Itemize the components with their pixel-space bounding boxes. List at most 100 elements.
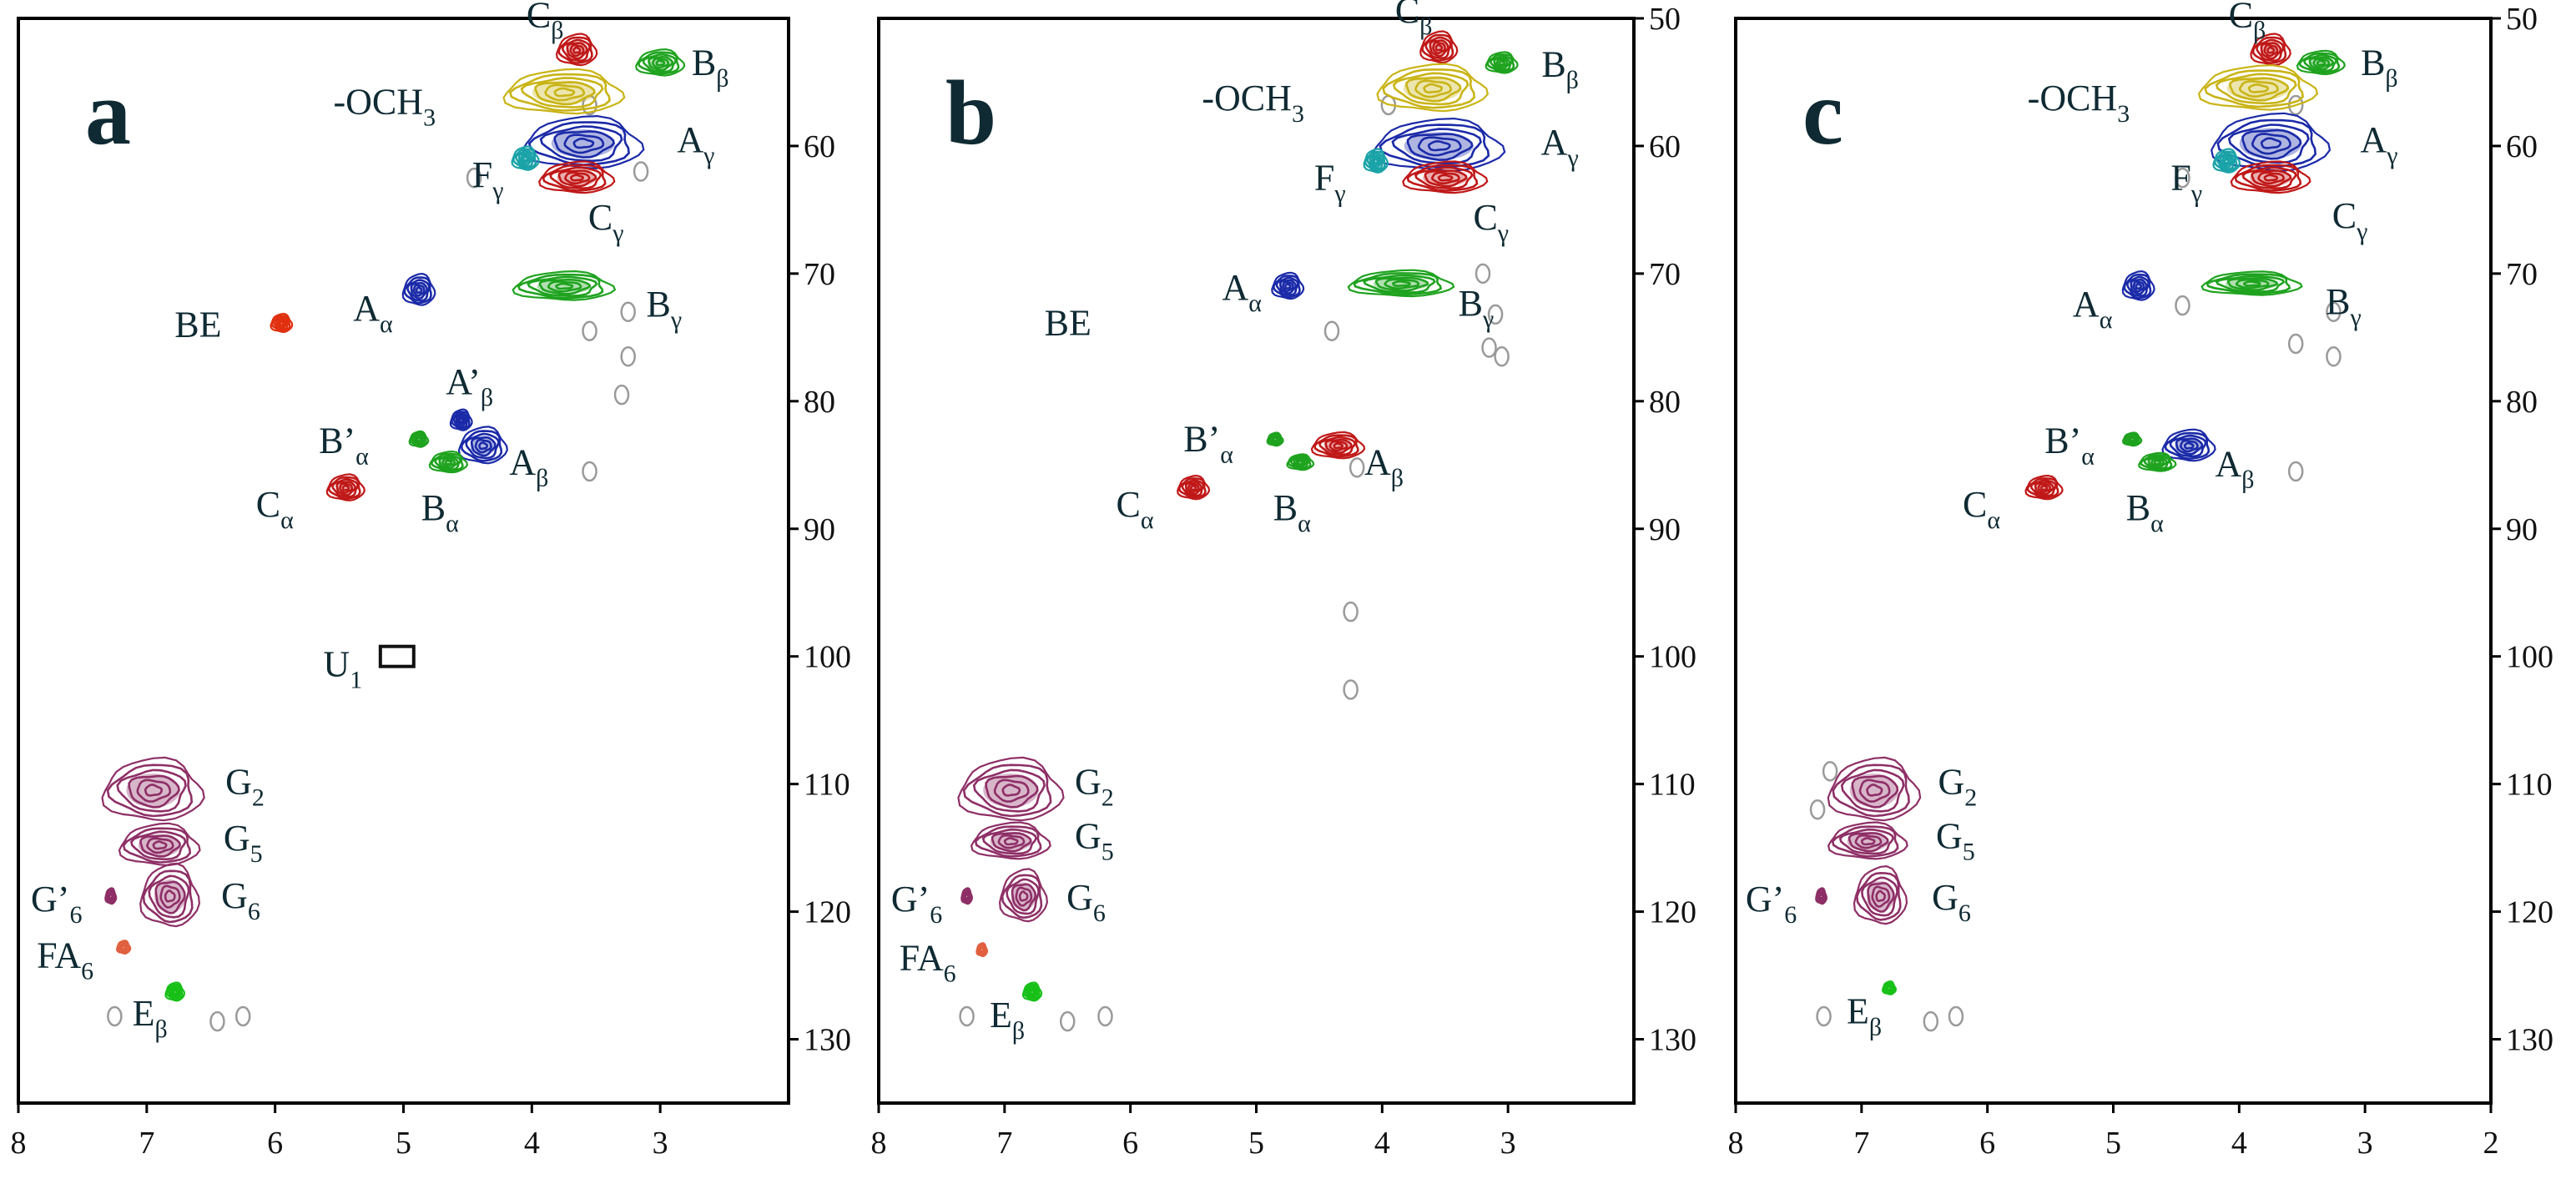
plot-frame xyxy=(1734,17,2493,1105)
minor-peak xyxy=(2175,295,2190,316)
x-tick-label: 5 xyxy=(396,1126,411,1161)
peak-label-c-bpa: B’α xyxy=(2044,421,2095,471)
peak-label-b-be: BE xyxy=(1045,303,1091,344)
y-tick-label: 80 xyxy=(804,385,835,420)
peak-label-c-g5: G5 xyxy=(1936,815,1975,865)
peak-b-ab xyxy=(1310,431,1366,460)
peak-label-a-aa: Aα xyxy=(353,288,393,338)
x-tick-label: 8 xyxy=(11,1126,27,1161)
y-tick-label: 60 xyxy=(1649,129,1681,164)
panel-c: 8 7 6 5 4 3 2 50 60 70 80 90 100 110 120 130 c Cβ Bβ -OCH3 A… xyxy=(1728,0,2554,1161)
peak-label-a-u1: U1 xyxy=(323,644,362,694)
peak-a-och3 xyxy=(502,68,626,115)
x-tick-label: 6 xyxy=(1979,1126,1995,1161)
peak-label-a-fa6: FA6 xyxy=(37,935,93,985)
x-tick-label: 2 xyxy=(2483,1126,2499,1161)
peak-c-g2 xyxy=(1827,756,1922,822)
x-tick-label: 4 xyxy=(2231,1126,2247,1161)
panel-letter: b xyxy=(945,62,996,164)
peak-label-c-ab: Aβ xyxy=(2215,443,2254,493)
peak-label-b-och3: -OCH3 xyxy=(1202,78,1304,128)
peak-label-c-ag: Aγ xyxy=(2361,119,2398,169)
peak-a-be xyxy=(270,312,294,334)
peak-c-bpa xyxy=(2121,431,2143,447)
peak-label-c-bb: Bβ xyxy=(2361,43,2398,93)
peak-b-cb xyxy=(1419,30,1459,64)
peak-a-apb xyxy=(449,408,473,431)
y-tick-label: 100 xyxy=(1649,640,1696,675)
minor-peak xyxy=(582,461,597,482)
minor-peak xyxy=(1481,337,1497,358)
y-tick-label: 70 xyxy=(804,257,835,292)
minor-peak xyxy=(209,1010,225,1032)
peak-label-b-g2: G2 xyxy=(1075,761,1114,811)
x-tick-label: 4 xyxy=(524,1126,540,1161)
y-tick-label: 80 xyxy=(1649,385,1681,420)
peak-label-b-ab: Aβ xyxy=(1364,441,1404,491)
minor-peak xyxy=(1816,1005,1832,1027)
peak-b-bb xyxy=(1485,51,1519,74)
minor-peak xyxy=(1343,679,1359,700)
peak-b-fg xyxy=(1363,148,1389,174)
minor-peak xyxy=(2287,94,2304,116)
panel-letter: a xyxy=(85,62,131,164)
peak-label-c-eb: Eβ xyxy=(1847,990,1882,1040)
peak-c-och3 xyxy=(2197,64,2319,111)
x-tick-label: 6 xyxy=(1122,1126,1138,1161)
peak-b-g6 xyxy=(998,868,1049,923)
peak-b-ba xyxy=(1286,453,1315,471)
y-tick-label: 80 xyxy=(2506,385,2538,420)
peak-label-c-g6: G6 xyxy=(1932,877,1971,927)
peak-label-a-fg: Fγ xyxy=(472,154,504,204)
minor-peak xyxy=(620,346,636,367)
peak-c-bg xyxy=(2200,270,2303,296)
minor-peak xyxy=(1475,263,1491,285)
x-tick-label: 8 xyxy=(871,1126,887,1161)
peak-a-gp6 xyxy=(104,887,118,905)
x-tick-label: 5 xyxy=(2105,1126,2121,1161)
y-tick-label: 50 xyxy=(1649,2,1681,37)
peak-label-c-cb: Cβ xyxy=(2229,0,2266,44)
peak-c-aa xyxy=(2121,270,2155,301)
peak-label-b-ag: Aγ xyxy=(1541,122,1579,172)
minor-peak xyxy=(2287,333,2304,355)
peak-label-b-cb: Cβ xyxy=(1395,0,1433,40)
peak-label-b-g6: G6 xyxy=(1066,877,1106,927)
y-tick-label: 70 xyxy=(2506,257,2538,292)
y-tick-label: 120 xyxy=(2506,895,2553,930)
peak-label-a-ca: Cα xyxy=(256,484,294,534)
peak-a-aa xyxy=(401,272,436,306)
plot-frame xyxy=(877,17,1636,1105)
peak-b-gp6 xyxy=(960,887,974,905)
x-tick-label: 7 xyxy=(1853,1126,1869,1161)
minor-peak xyxy=(466,167,482,189)
peak-label-c-ba: Bα xyxy=(2126,487,2164,537)
y-tick-label: 110 xyxy=(2506,768,2553,803)
minor-peak xyxy=(582,320,597,341)
peak-a-ca xyxy=(325,473,365,501)
peak-label-a-cb: Cβ xyxy=(527,0,564,44)
peak-label-b-aa: Aα xyxy=(1222,267,1262,317)
y-tick-label: 90 xyxy=(804,512,835,547)
minor-peak xyxy=(2175,167,2190,189)
peak-label-a-bpa: B’α xyxy=(319,421,369,471)
peak-label-a-och3: -OCH3 xyxy=(334,82,436,132)
minor-peak xyxy=(2326,301,2342,323)
peak-c-bb xyxy=(2296,49,2346,76)
peak-label-b-g5: G5 xyxy=(1075,815,1114,865)
peak-a-fa6 xyxy=(115,940,132,955)
peak-label-c-aa: Aα xyxy=(2073,284,2113,334)
peak-b-g2 xyxy=(957,756,1065,822)
peak-label-a-cg: Cγ xyxy=(588,197,624,247)
peak-label-a-gp6: G’6 xyxy=(31,879,82,929)
peak-a-bb xyxy=(635,48,686,77)
peak-b-g5 xyxy=(970,821,1051,860)
peak-a-cb xyxy=(555,33,598,67)
peak-a-g6 xyxy=(139,862,201,928)
peak-c-fg xyxy=(2212,148,2241,174)
peak-a-ba xyxy=(428,450,469,474)
peak-c-gp6 xyxy=(1815,887,1828,905)
minor-peak xyxy=(1487,304,1504,325)
peak-label-c-ca: Cα xyxy=(1963,484,2000,534)
peak-b-fa6 xyxy=(975,942,989,958)
